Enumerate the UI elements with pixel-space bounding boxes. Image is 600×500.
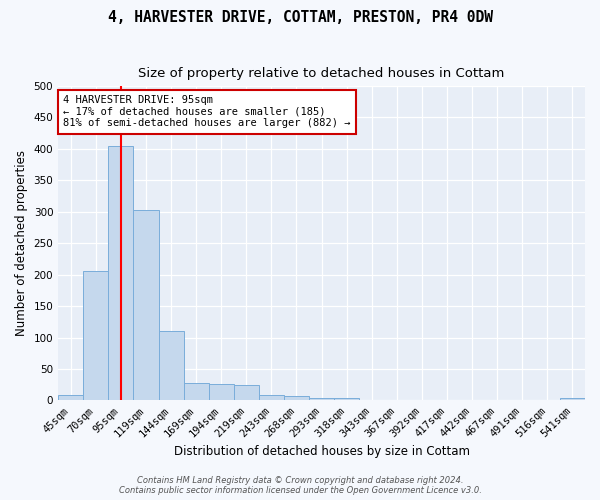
Bar	[83, 272, 109, 400]
Title: Size of property relative to detached houses in Cottam: Size of property relative to detached ho…	[139, 68, 505, 80]
Bar	[209, 384, 234, 400]
Bar	[259, 396, 284, 400]
Bar	[158, 332, 184, 400]
Bar	[309, 398, 334, 400]
Bar	[234, 385, 259, 400]
Text: 4 HARVESTER DRIVE: 95sqm
← 17% of detached houses are smaller (185)
81% of semi-: 4 HARVESTER DRIVE: 95sqm ← 17% of detach…	[64, 96, 351, 128]
Text: 4, HARVESTER DRIVE, COTTAM, PRESTON, PR4 0DW: 4, HARVESTER DRIVE, COTTAM, PRESTON, PR4…	[107, 10, 493, 25]
Bar	[184, 383, 209, 400]
Bar	[58, 396, 83, 400]
Bar	[133, 210, 158, 400]
Bar	[334, 398, 359, 400]
Bar	[109, 146, 133, 400]
X-axis label: Distribution of detached houses by size in Cottam: Distribution of detached houses by size …	[173, 444, 470, 458]
Bar	[560, 398, 585, 400]
Y-axis label: Number of detached properties: Number of detached properties	[15, 150, 28, 336]
Bar	[284, 396, 309, 400]
Text: Contains HM Land Registry data © Crown copyright and database right 2024.
Contai: Contains HM Land Registry data © Crown c…	[119, 476, 481, 495]
